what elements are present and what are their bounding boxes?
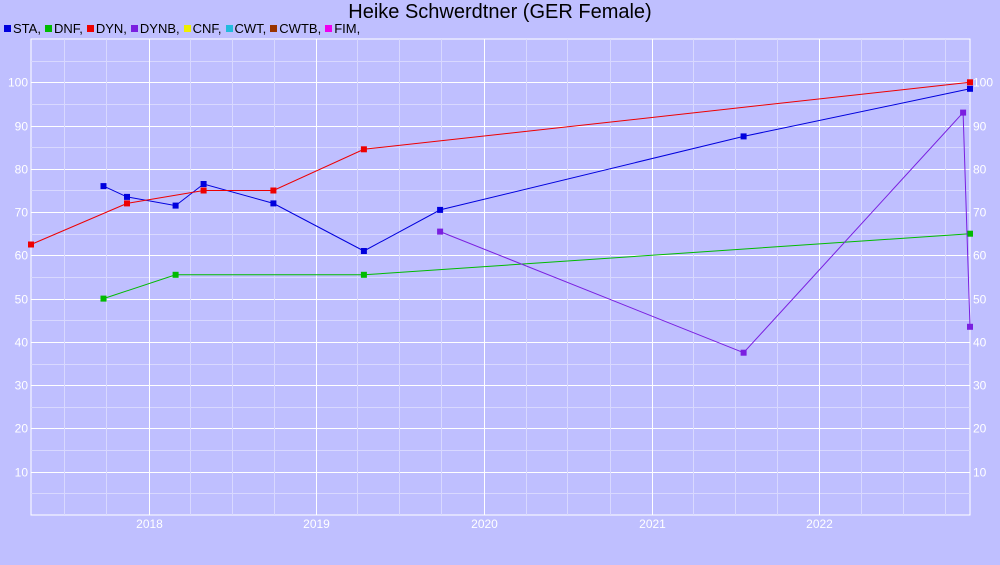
y-tick-label-right: 50: [973, 293, 987, 307]
legend-item: DYN,: [86, 20, 127, 36]
legend-item: STA,: [4, 21, 41, 36]
legend: STA, DNF, DYN, DYNB, CNF, CWT, CWTB, FIM,: [4, 20, 364, 36]
legend-item: DNF,: [44, 20, 83, 36]
y-tick-label-left: 70: [15, 206, 29, 220]
y-tick-label-left: 60: [15, 249, 29, 263]
grid-layer: [30, 38, 971, 516]
legend-label: DYNB,: [139, 20, 180, 36]
x-tick-label: 2018: [136, 517, 163, 531]
y-tick-label-right: 30: [973, 379, 987, 393]
legend-swatch: [44, 24, 52, 32]
data-point-dynb: [740, 349, 747, 356]
legend-label: CWTB,: [279, 20, 322, 36]
legend-label: DNF,: [53, 20, 83, 36]
legend-swatch: [86, 24, 94, 32]
data-point-dynb: [967, 323, 973, 330]
legend-item: CWTB,: [270, 21, 321, 36]
y-tick-label-left: 100: [8, 76, 28, 90]
data-point-dnf: [100, 295, 107, 302]
legend-swatch: [325, 24, 333, 32]
y-tick-label-right: 100: [973, 76, 993, 90]
data-point-dyn: [124, 200, 130, 207]
legend-label: DYN,: [95, 20, 127, 36]
data-point-sta: [360, 248, 367, 254]
y-tick-label-left: 90: [15, 120, 29, 134]
legend-label: FIM,: [334, 20, 361, 36]
data-point-dynb: [960, 109, 967, 116]
data-point-sta: [100, 183, 107, 190]
legend-label: CWT,: [234, 20, 267, 36]
chart-title: Heike Schwerdtner (GER Female): [348, 1, 652, 23]
y-tick-label-right: 90: [973, 120, 987, 134]
series-line-dnf: [103, 233, 971, 300]
y-tick-label-right: 20: [973, 422, 987, 436]
y-tick-label-left: 30: [15, 379, 29, 393]
data-point-dyn: [360, 146, 367, 153]
y-tick-label-right: 80: [973, 163, 987, 177]
data-point-dyn: [200, 187, 207, 194]
legend-swatch: [225, 24, 233, 32]
data-point-sta: [200, 181, 207, 187]
data-point-sta: [740, 133, 747, 140]
data-point-sta: [967, 85, 973, 92]
legend-item: CWT,: [225, 20, 267, 36]
y-tick-label-left: 40: [15, 336, 29, 350]
y-tick-label-left: 20: [15, 422, 29, 436]
series-line-dyn: [30, 81, 971, 245]
x-tick-label: 2022: [806, 517, 833, 531]
legend-label: CNF,: [192, 20, 222, 36]
data-point-sta: [270, 200, 277, 207]
data-point-dyn: [270, 187, 277, 194]
series-line-dynb: [439, 111, 971, 354]
data-point-dnf: [172, 271, 179, 278]
legend-swatch: [130, 24, 138, 32]
data-point-dyn: [28, 241, 34, 248]
legend-item: DYNB,: [130, 20, 180, 36]
legend-label: STA,: [13, 20, 41, 36]
y-tick-label-left: 80: [15, 163, 29, 177]
series-layer: [28, 79, 973, 356]
data-point-sta: [124, 193, 130, 200]
y-tick-label-right: 70: [973, 206, 987, 220]
data-point-sta: [437, 206, 444, 213]
y-tick-label-right: 60: [973, 249, 987, 263]
legend-swatch: [270, 24, 278, 32]
data-point-dynb: [437, 228, 444, 235]
legend-item: CNF,: [183, 20, 222, 36]
y-tick-label-right: 10: [973, 466, 987, 480]
legend-swatch: [183, 24, 191, 32]
y-tick-label-right: 40: [973, 336, 987, 350]
data-point-dnf: [967, 230, 973, 237]
x-tick-label: 2019: [303, 517, 330, 531]
y-tick-label-left: 50: [15, 293, 29, 307]
x-tick-label: 2021: [639, 517, 666, 531]
legend-swatch: [4, 24, 11, 32]
data-point-dyn: [967, 79, 973, 86]
y-tick-label-left: 10: [15, 466, 29, 480]
data-point-dnf: [360, 271, 367, 278]
x-tick-label: 2020: [471, 517, 498, 531]
data-point-sta: [172, 202, 179, 209]
legend-item: FIM,: [325, 21, 360, 36]
